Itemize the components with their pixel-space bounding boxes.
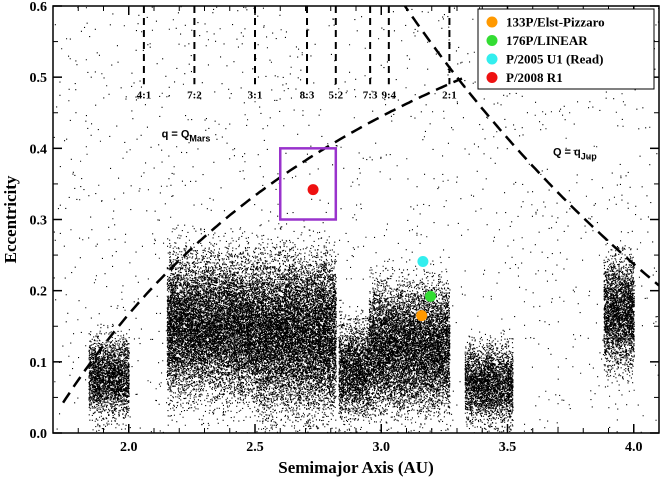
resonance-labels: 4:1 7:2 3:1 8:3 5:2 7:3 9:4 2:1 xyxy=(137,89,457,101)
q-jupiter-curve xyxy=(403,6,659,287)
y-tick-label: 0.2 xyxy=(30,285,48,300)
point-1-0 xyxy=(424,290,436,302)
y-tick-label: 0.4 xyxy=(30,142,48,157)
q-mars-curve xyxy=(62,77,463,404)
x-tick-label: 2.5 xyxy=(246,440,264,455)
x-axis-title: Semimajor Axis (AU) xyxy=(278,458,434,477)
comet-points xyxy=(307,184,436,322)
x-tick-label: 4.0 xyxy=(625,440,643,455)
background-asteroid-points xyxy=(53,6,659,433)
legend-marker-0 xyxy=(486,16,498,28)
point-0-0 xyxy=(416,310,428,322)
y-tick-label: 0.6 xyxy=(30,0,48,15)
q-mars-label: q = QMars xyxy=(162,129,211,144)
legend-box xyxy=(477,8,655,90)
x-tick-label: 3.5 xyxy=(499,440,517,455)
legend-entry-1: 176P/LINEAR xyxy=(506,33,588,48)
curve-labels: q = QMars Q = qJup xyxy=(162,129,598,162)
legend-entry-0: 133P/Elst-Pizzaro xyxy=(506,15,605,30)
highlight-box xyxy=(279,147,338,221)
legend-marker-3 xyxy=(486,72,498,83)
y-tick-label: 0.5 xyxy=(30,71,48,86)
x-tick-label: 2.0 xyxy=(120,440,138,455)
legend-entry-3: P/2008 R1 xyxy=(506,70,563,85)
resonance-label-7-3: 7:3 xyxy=(363,89,378,101)
resonance-label-8-3: 8:3 xyxy=(300,89,315,101)
legend-entry-2: P/2005 U1 (Read) xyxy=(506,52,604,67)
point-3-0 xyxy=(307,184,319,196)
resonance-label-4-1: 4:1 xyxy=(137,89,152,101)
y-axis-title: Eccentricity xyxy=(1,175,20,263)
point-2-0 xyxy=(417,255,429,267)
y-tick-label: 0.0 xyxy=(30,427,48,442)
axis-tick-labels: 2.0 2.5 3.0 3.5 4.0 0.0 0.1 0.2 0.3 0.4 0.5 0.6 xyxy=(30,0,643,455)
resonance-label-3-1: 3:1 xyxy=(248,89,263,101)
plot-area xyxy=(53,6,659,433)
x-tick-label: 3.0 xyxy=(373,440,391,455)
y-tick-label: 0.3 xyxy=(30,214,48,229)
resonance-label-2-1: 2:1 xyxy=(442,89,457,101)
y-tick-label: 0.1 xyxy=(30,356,48,371)
legend-marker-2 xyxy=(486,53,498,65)
boundary-curves xyxy=(62,6,659,404)
background-points-path xyxy=(53,6,659,433)
legend-marker-1 xyxy=(486,35,498,46)
resonance-label-5-2: 5:2 xyxy=(328,89,343,101)
resonance-label-9-4: 9:4 xyxy=(381,89,396,101)
resonance-lines xyxy=(142,6,451,85)
q-jupiter-label: Q = qJup xyxy=(553,146,597,161)
legend: 133P/Elst-Pizzaro 176P/LINEAR P/2005 U1 (R… xyxy=(477,8,655,90)
resonance-label-7-2: 7:2 xyxy=(187,89,202,101)
